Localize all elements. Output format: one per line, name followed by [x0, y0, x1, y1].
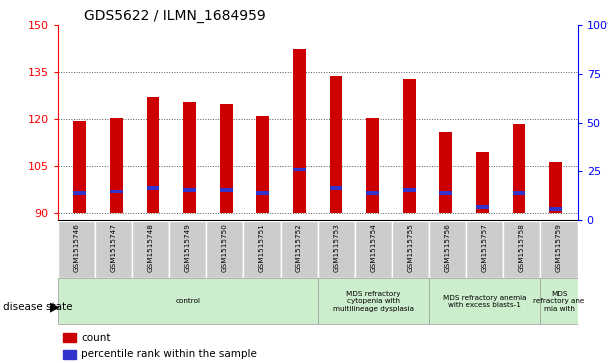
- Bar: [257, 191, 269, 195]
- Bar: [429, 278, 541, 325]
- Text: GSM1515752: GSM1515752: [296, 223, 302, 272]
- Bar: [183, 188, 196, 192]
- Text: MDS refractory anemia
with excess blasts-1: MDS refractory anemia with excess blasts…: [443, 294, 527, 308]
- Text: GSM1515748: GSM1515748: [148, 223, 154, 272]
- Text: GSM1515757: GSM1515757: [482, 223, 488, 272]
- Bar: [440, 132, 452, 213]
- Text: MDS refractory
cytopenia with
multilineage dysplasia: MDS refractory cytopenia with multilinea…: [333, 291, 414, 312]
- Bar: [293, 49, 306, 213]
- Bar: [243, 221, 280, 278]
- Bar: [541, 278, 578, 325]
- Text: GSM1515747: GSM1515747: [111, 223, 117, 272]
- Text: GSM1515756: GSM1515756: [444, 223, 451, 272]
- Bar: [466, 221, 503, 278]
- Bar: [63, 350, 76, 359]
- Bar: [219, 188, 233, 192]
- Bar: [219, 104, 233, 213]
- Bar: [110, 118, 123, 213]
- Text: GSM1515753: GSM1515753: [333, 223, 339, 272]
- Bar: [429, 221, 466, 278]
- Text: GSM1515750: GSM1515750: [222, 223, 228, 272]
- Text: GSM1515751: GSM1515751: [259, 223, 265, 272]
- Bar: [549, 162, 562, 213]
- Text: count: count: [81, 333, 111, 343]
- Bar: [206, 221, 243, 278]
- Text: ▶: ▶: [50, 300, 60, 313]
- Text: GSM1515746: GSM1515746: [74, 223, 79, 272]
- Text: disease state: disease state: [3, 302, 72, 312]
- Bar: [317, 221, 355, 278]
- Bar: [317, 278, 429, 325]
- Bar: [95, 221, 132, 278]
- Bar: [58, 221, 95, 278]
- Bar: [476, 205, 489, 209]
- Text: GSM1515755: GSM1515755: [407, 223, 413, 272]
- Bar: [392, 221, 429, 278]
- Text: MDS
refractory ane
mia with: MDS refractory ane mia with: [533, 291, 585, 312]
- Bar: [366, 191, 379, 195]
- Bar: [366, 118, 379, 213]
- Bar: [476, 152, 489, 213]
- Bar: [169, 221, 206, 278]
- Bar: [110, 189, 123, 193]
- Bar: [355, 221, 392, 278]
- Text: GSM1515754: GSM1515754: [370, 223, 376, 272]
- Bar: [402, 79, 416, 213]
- Bar: [132, 221, 169, 278]
- Bar: [280, 221, 317, 278]
- Bar: [183, 102, 196, 213]
- Text: GSM1515749: GSM1515749: [185, 223, 191, 272]
- Text: control: control: [175, 298, 200, 304]
- Bar: [330, 187, 342, 190]
- Bar: [440, 191, 452, 195]
- Bar: [74, 191, 86, 195]
- Bar: [257, 116, 269, 213]
- Bar: [503, 221, 541, 278]
- Bar: [58, 278, 317, 325]
- Text: GSM1515758: GSM1515758: [519, 223, 525, 272]
- Bar: [402, 188, 416, 192]
- Bar: [147, 187, 159, 190]
- Bar: [63, 333, 76, 342]
- Bar: [513, 124, 525, 213]
- Text: GSM1515759: GSM1515759: [556, 223, 562, 272]
- Bar: [541, 221, 578, 278]
- Bar: [513, 191, 525, 195]
- Bar: [74, 121, 86, 213]
- Bar: [549, 207, 562, 211]
- Text: GDS5622 / ILMN_1684959: GDS5622 / ILMN_1684959: [84, 9, 266, 23]
- Text: percentile rank within the sample: percentile rank within the sample: [81, 349, 257, 359]
- Bar: [330, 76, 342, 213]
- Bar: [293, 168, 306, 171]
- Bar: [147, 97, 159, 213]
